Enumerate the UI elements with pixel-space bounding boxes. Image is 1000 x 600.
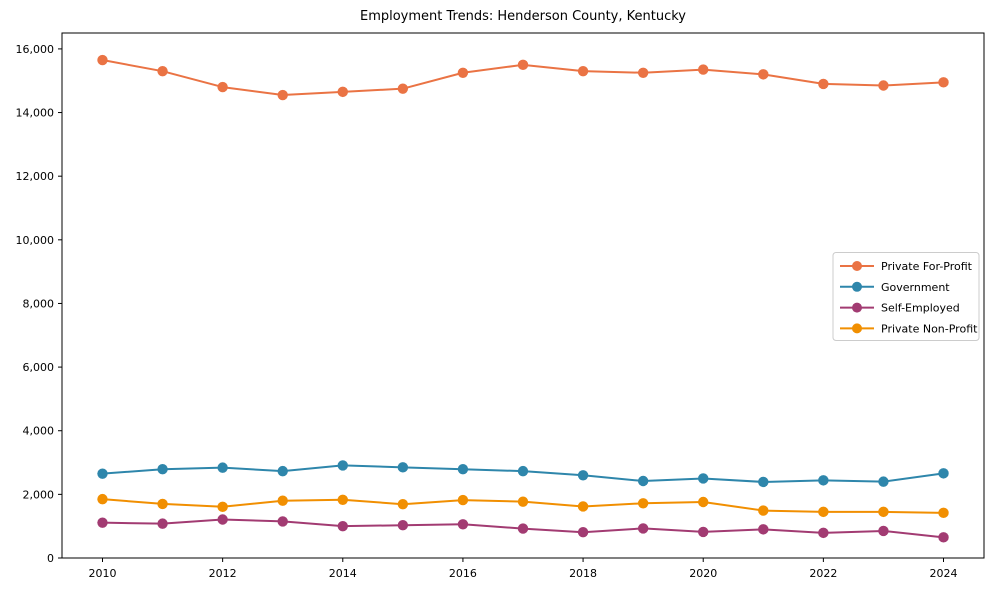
x-tick-label: 2018 [569,567,597,580]
y-tick-label: 0 [47,552,54,565]
x-tick-label: 2024 [930,567,958,580]
data-point-self-employed [758,524,769,535]
data-point-private-for-profit [758,69,769,80]
legend-label-self-employed: Self-Employed [881,302,960,315]
data-point-self-employed [577,527,589,538]
legend-marker-private-for-profit [852,261,862,271]
data-point-private-for-profit [337,86,348,98]
x-tick-label: 2020 [689,567,717,580]
data-point-government [577,470,589,481]
data-point-private-non-profit [517,496,529,507]
data-point-private-non-profit [637,498,649,509]
data-point-self-employed [457,519,469,530]
data-point-self-employed [277,516,288,527]
data-point-self-employed [397,520,409,531]
legend-marker-government [852,281,862,292]
data-point-private-non-profit [277,495,288,506]
data-point-self-employed [517,523,529,534]
data-point-self-employed [337,520,348,532]
data-point-government [277,465,288,477]
data-point-private-for-profit [517,59,529,71]
data-point-government [97,468,108,479]
data-point-self-employed [157,518,168,529]
data-point-government [698,473,709,484]
data-point-self-employed [938,532,949,543]
data-point-government [337,460,348,471]
data-point-self-employed [878,525,889,537]
data-point-private-for-profit [277,89,288,101]
data-point-private-non-profit [758,505,769,516]
data-point-government [457,464,469,475]
data-point-private-for-profit [818,78,829,90]
data-point-private-non-profit [97,493,108,505]
data-point-private-for-profit [217,81,228,93]
y-tick-label: 2,000 [23,488,55,501]
data-point-private-for-profit [878,80,889,91]
data-point-self-employed [698,526,709,538]
y-tick-label: 8,000 [23,297,55,310]
x-tick-label: 2010 [88,567,116,580]
data-point-self-employed [217,514,228,525]
y-tick-label: 10,000 [16,234,55,247]
data-point-private-for-profit [938,77,949,88]
legend-label-government: Government [881,281,950,294]
y-tick-label: 12,000 [16,170,55,183]
data-point-private-non-profit [217,501,228,512]
y-tick-label: 6,000 [23,361,55,374]
data-point-private-non-profit [698,496,709,508]
y-tick-label: 14,000 [16,107,55,120]
data-point-private-for-profit [97,54,108,66]
data-point-private-non-profit [337,494,348,505]
data-point-private-for-profit [457,67,469,78]
data-point-government [517,465,529,477]
legend-label-private-non-profit: Private Non-Profit [881,322,978,335]
x-tick-label: 2016 [449,567,477,580]
data-point-private-non-profit [878,506,889,518]
data-point-self-employed [818,527,829,539]
x-tick-label: 2012 [209,567,237,580]
data-point-government [758,476,769,488]
plot-border [61,32,985,559]
x-tick-label: 2022 [809,567,837,580]
data-point-private-for-profit [698,64,709,75]
legend-marker-self-employed [852,302,862,313]
data-point-government [878,476,889,487]
data-point-private-for-profit [637,67,649,78]
data-point-government [217,462,228,473]
data-point-private-non-profit [818,506,829,518]
data-point-private-non-profit [457,494,469,506]
data-point-government [157,464,168,475]
y-tick-label: 4,000 [23,425,55,438]
data-point-government [818,475,829,486]
data-point-government [637,475,649,487]
chart-title: Employment Trends: Henderson County, Ken… [359,9,686,24]
x-tick-label: 2014 [329,567,357,580]
data-point-private-non-profit [938,507,949,519]
data-point-private-for-profit [157,65,168,77]
data-point-private-non-profit [397,499,409,510]
legend-box [832,252,980,341]
data-point-self-employed [97,517,108,528]
data-point-private-for-profit [577,65,589,77]
legend-marker-private-non-profit [852,323,862,334]
data-point-government [938,468,949,479]
y-tick-label: 16,000 [16,43,55,56]
data-point-private-non-profit [577,501,589,512]
data-point-private-non-profit [157,498,168,510]
legend-label-private-for-profit: Private For-Profit [881,260,973,273]
data-point-government [397,462,409,473]
data-point-private-for-profit [397,83,409,94]
data-point-self-employed [637,523,649,534]
